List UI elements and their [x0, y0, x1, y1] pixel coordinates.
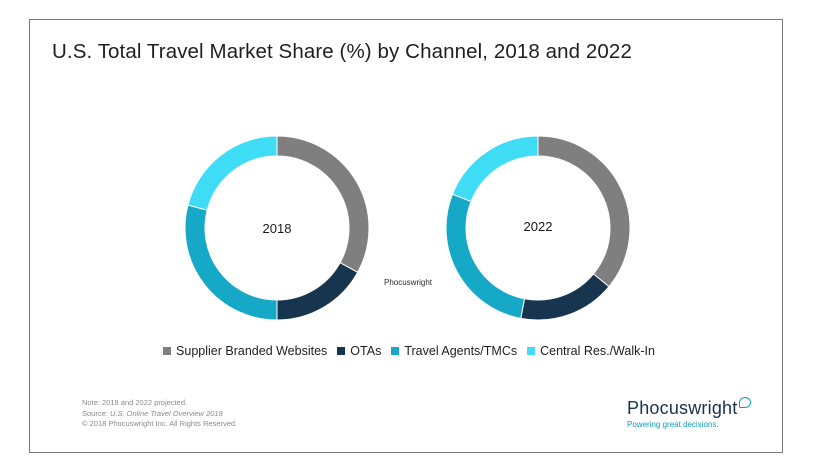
legend-label-supplier: Supplier Branded Websites — [176, 344, 328, 358]
source-line: Source: U.S. Online Travel Overview 2018 — [82, 409, 237, 420]
legend-item-supplier: Supplier Branded Websites — [163, 344, 327, 358]
donut-slice-2018-central-res-walk-in — [187, 135, 278, 211]
speech-bubble-icon — [739, 397, 752, 408]
footnotes: Note: 2018 and 2022 projected. Source: U… — [82, 398, 237, 430]
center-watermark: Phocuswright — [384, 278, 433, 287]
copyright-line: © 2018 Phocuswright Inc. All Rights Rese… — [82, 419, 238, 428]
donut-chart-2018 — [184, 135, 370, 321]
donut-slice-2018-supplier-branded-websites — [276, 135, 370, 274]
legend-label-travel-agents: Travel Agents/TMCs — [404, 344, 518, 358]
legend-item-central-res: Central Res./Walk-In — [527, 344, 655, 358]
legend-swatch-supplier — [163, 347, 172, 355]
donut-slice-2022-supplier-branded-websites — [537, 135, 631, 288]
source-prefix: Source: — [82, 408, 110, 418]
donut-chart-2022 — [445, 135, 631, 321]
legend-label-central-res: Central Res./Walk-In — [540, 344, 655, 358]
legend-swatch-otas — [337, 347, 346, 355]
donut-slice-2018-otas — [276, 262, 359, 321]
brand-tagline: Powering great decisions. — [627, 420, 719, 429]
source-title: U.S. Online Travel Overview 2018 — [109, 408, 223, 418]
brand-name: Phocuswright — [627, 398, 738, 418]
legend-swatch-travel-agents — [391, 347, 400, 355]
donut-slice-2022-otas — [520, 273, 610, 321]
legend-item-otas: OTAs — [337, 344, 381, 358]
donut-slice-2022-travel-agents-tmcs — [445, 193, 526, 319]
legend-item-travel-agents: Travel Agents/TMCs — [391, 344, 517, 358]
donut-label-2018: 2018 — [263, 221, 292, 236]
brand-name-row: Phocuswright — [627, 397, 767, 419]
note-line: Note: 2018 and 2022 projected. — [82, 398, 188, 407]
donut-slice-2022-central-res-walk-in — [451, 135, 539, 203]
donut-label-2022: 2022 — [524, 219, 553, 234]
legend-swatch-central-res — [527, 347, 536, 355]
legend: Supplier Branded Websites OTAs Travel Ag… — [0, 340, 818, 362]
chart-frame — [29, 19, 783, 453]
chart-title: U.S. Total Travel Market Share (%) by Ch… — [52, 40, 632, 63]
legend-label-otas: OTAs — [350, 344, 382, 358]
brand-logo: Phocuswright Powering great decisions. — [627, 397, 767, 429]
